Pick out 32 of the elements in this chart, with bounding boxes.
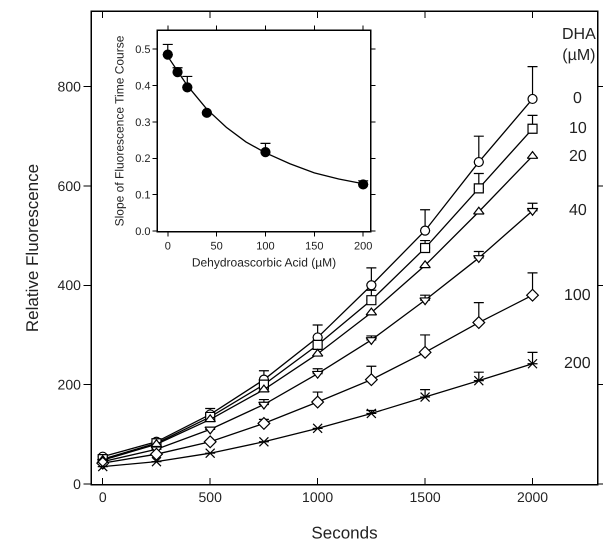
x-tick-label: 500 xyxy=(198,489,222,506)
y-axis-title: Relative Fluorescence xyxy=(23,164,42,332)
series-label: 10 xyxy=(569,120,587,137)
x-axis-title: Dehydroascorbic Acid (µM) xyxy=(192,255,336,270)
series-label: 20 xyxy=(569,148,587,165)
x-tick-label: 2000 xyxy=(516,489,548,506)
series-label: 200 xyxy=(564,355,591,372)
legend-title: DHA (µM) xyxy=(562,26,596,64)
y-tick-label: 800 xyxy=(58,78,82,94)
y-tick-label: 600 xyxy=(58,178,82,194)
x-tick-label: 1000 xyxy=(302,489,334,506)
x-tick-label: 150 xyxy=(305,240,324,252)
x-tick-label: 1500 xyxy=(410,489,441,506)
y-tick-label: 0.3 xyxy=(135,116,150,129)
x-tick-label: 100 xyxy=(256,240,275,252)
x-tick-label: 50 xyxy=(210,240,223,252)
y-tick-label: 0.0 xyxy=(135,226,150,238)
y-tick-label: 0.1 xyxy=(135,189,150,202)
y-tick-label: 0.4 xyxy=(135,80,150,92)
legend-label: 40 xyxy=(569,202,587,219)
x-tick-label: 200 xyxy=(354,240,372,252)
legend-label: 100 xyxy=(564,287,591,304)
y-tick-label: 0.2 xyxy=(135,153,150,166)
y-tick-label: 200 xyxy=(58,376,82,393)
y-tick-label: 0 xyxy=(73,476,82,492)
x-axis-title: Seconds xyxy=(311,523,378,542)
y-axis-title: Slope of Fluorescence Time Course xyxy=(112,35,127,226)
x-tick-label: 0 xyxy=(98,489,107,506)
y-tick-label: 0.5 xyxy=(135,44,150,56)
x-tick-label: 0 xyxy=(164,240,171,252)
y-tick-label: 400 xyxy=(58,277,82,294)
text: 0 xyxy=(573,90,582,107)
